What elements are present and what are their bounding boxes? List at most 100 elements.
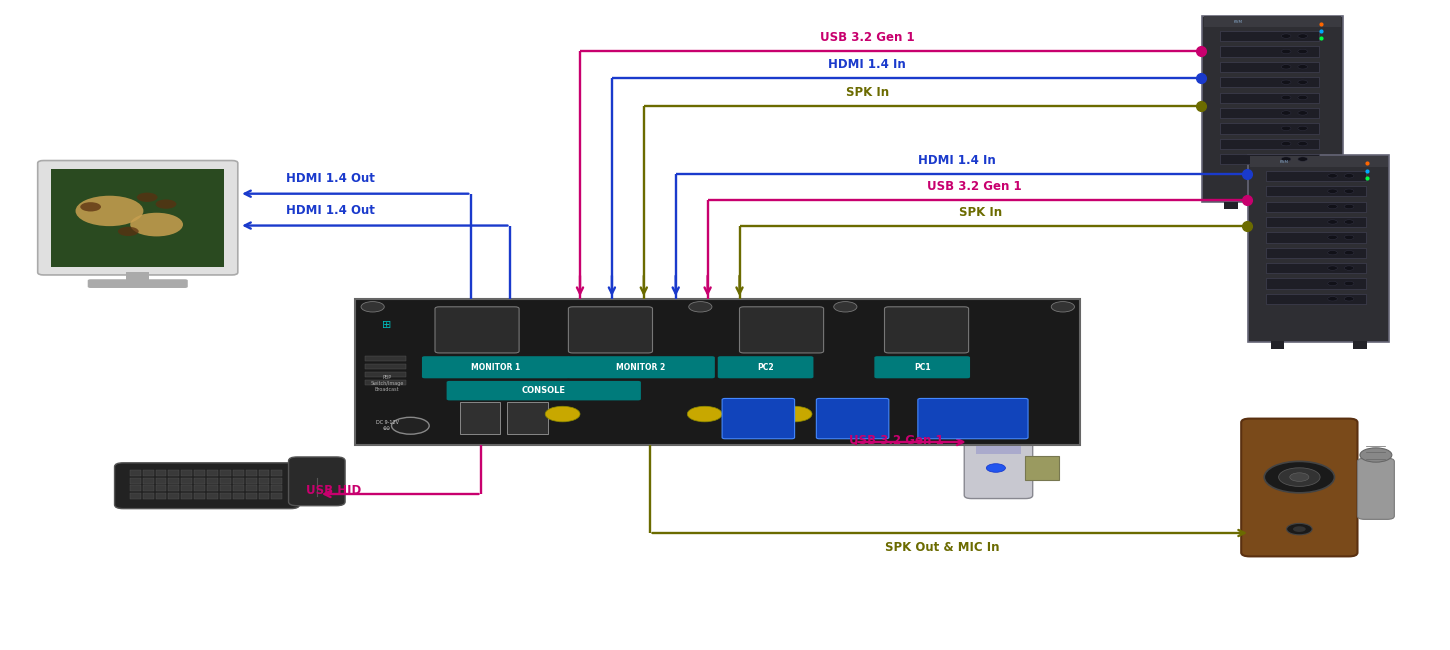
Bar bbox=[271, 470, 283, 476]
Circle shape bbox=[1328, 189, 1337, 193]
Text: USB 3.2 Gen 1: USB 3.2 Gen 1 bbox=[848, 434, 944, 447]
Circle shape bbox=[1344, 220, 1354, 224]
Bar bbox=[1224, 202, 1238, 209]
Circle shape bbox=[130, 213, 183, 237]
Bar bbox=[233, 478, 244, 484]
FancyBboxPatch shape bbox=[568, 307, 652, 353]
Circle shape bbox=[1298, 157, 1308, 161]
Bar bbox=[194, 470, 204, 476]
Bar bbox=[258, 478, 270, 484]
Circle shape bbox=[361, 302, 384, 312]
Bar bbox=[1250, 156, 1388, 167]
Text: USB 3.2 Gen 1: USB 3.2 Gen 1 bbox=[927, 180, 1022, 193]
Circle shape bbox=[1282, 80, 1290, 84]
Text: PBP
Switch/Image
Broadcast: PBP Switch/Image Broadcast bbox=[370, 375, 405, 392]
Circle shape bbox=[117, 227, 139, 236]
Bar bbox=[233, 493, 244, 499]
Bar bbox=[130, 493, 141, 499]
Bar bbox=[155, 493, 167, 499]
Bar bbox=[168, 486, 180, 491]
FancyBboxPatch shape bbox=[722, 398, 795, 439]
Bar bbox=[207, 493, 218, 499]
Bar bbox=[1266, 278, 1366, 289]
Circle shape bbox=[545, 406, 580, 422]
Text: HDMI 1.4 Out: HDMI 1.4 Out bbox=[286, 172, 376, 185]
Circle shape bbox=[75, 196, 144, 226]
Bar bbox=[1219, 31, 1320, 41]
Bar bbox=[258, 493, 270, 499]
FancyBboxPatch shape bbox=[1357, 458, 1395, 519]
Circle shape bbox=[1264, 462, 1334, 493]
FancyBboxPatch shape bbox=[289, 457, 345, 506]
Circle shape bbox=[136, 192, 158, 202]
Bar bbox=[220, 493, 231, 499]
Bar bbox=[181, 493, 193, 499]
Text: KVM: KVM bbox=[1280, 159, 1289, 164]
Bar bbox=[258, 470, 270, 476]
Bar bbox=[130, 470, 141, 476]
Bar bbox=[142, 486, 154, 491]
Bar bbox=[220, 470, 231, 476]
FancyBboxPatch shape bbox=[718, 356, 813, 378]
Bar bbox=[1219, 154, 1320, 164]
Circle shape bbox=[1298, 111, 1308, 115]
Bar bbox=[245, 478, 257, 484]
Text: HDMI 1.4 Out: HDMI 1.4 Out bbox=[286, 204, 376, 217]
Bar bbox=[155, 478, 167, 484]
Bar bbox=[126, 272, 149, 286]
Circle shape bbox=[986, 463, 1005, 473]
FancyBboxPatch shape bbox=[355, 299, 1080, 445]
Text: SPK Out & MIC In: SPK Out & MIC In bbox=[886, 541, 999, 554]
Bar bbox=[168, 493, 180, 499]
Bar bbox=[168, 470, 180, 476]
Circle shape bbox=[1344, 281, 1354, 285]
FancyBboxPatch shape bbox=[1248, 155, 1389, 342]
Bar bbox=[271, 478, 283, 484]
Circle shape bbox=[1298, 80, 1308, 84]
Text: SPK In: SPK In bbox=[845, 86, 889, 99]
Circle shape bbox=[80, 202, 102, 211]
Bar bbox=[1219, 124, 1320, 133]
Bar bbox=[1266, 186, 1366, 196]
FancyBboxPatch shape bbox=[874, 356, 970, 378]
FancyBboxPatch shape bbox=[38, 161, 238, 275]
FancyBboxPatch shape bbox=[816, 398, 889, 439]
Text: USB 3.2 Gen 1: USB 3.2 Gen 1 bbox=[819, 31, 915, 44]
Bar bbox=[1219, 62, 1320, 72]
FancyBboxPatch shape bbox=[567, 356, 715, 378]
Bar bbox=[245, 470, 257, 476]
Bar bbox=[1266, 294, 1366, 304]
Bar bbox=[258, 486, 270, 491]
Bar bbox=[207, 478, 218, 484]
Circle shape bbox=[1282, 34, 1290, 38]
Bar bbox=[1219, 46, 1320, 57]
Circle shape bbox=[1282, 49, 1290, 53]
Circle shape bbox=[1328, 281, 1337, 285]
FancyBboxPatch shape bbox=[884, 307, 969, 353]
Bar bbox=[1306, 202, 1321, 209]
Circle shape bbox=[1328, 174, 1337, 178]
Bar bbox=[245, 486, 257, 491]
Bar bbox=[1270, 341, 1285, 348]
FancyBboxPatch shape bbox=[1241, 419, 1357, 556]
Bar bbox=[365, 356, 406, 361]
Circle shape bbox=[1344, 189, 1354, 193]
Bar bbox=[271, 493, 283, 499]
Text: USB HID: USB HID bbox=[306, 484, 361, 497]
Circle shape bbox=[1298, 49, 1308, 53]
Bar bbox=[976, 446, 1021, 454]
Text: HDMI 1.4 In: HDMI 1.4 In bbox=[918, 154, 996, 167]
Text: ⊞: ⊞ bbox=[383, 320, 392, 330]
Bar bbox=[1204, 16, 1341, 27]
Circle shape bbox=[1328, 204, 1337, 209]
FancyBboxPatch shape bbox=[115, 463, 299, 508]
Bar bbox=[194, 478, 204, 484]
Circle shape bbox=[1344, 204, 1354, 209]
Bar bbox=[142, 478, 154, 484]
FancyBboxPatch shape bbox=[435, 307, 519, 353]
Bar bbox=[1266, 232, 1366, 242]
Text: DC 9-12V
⊕⊖: DC 9-12V ⊕⊖ bbox=[376, 421, 399, 431]
Circle shape bbox=[1344, 250, 1354, 255]
Bar bbox=[1266, 248, 1366, 258]
Bar bbox=[1219, 77, 1320, 87]
